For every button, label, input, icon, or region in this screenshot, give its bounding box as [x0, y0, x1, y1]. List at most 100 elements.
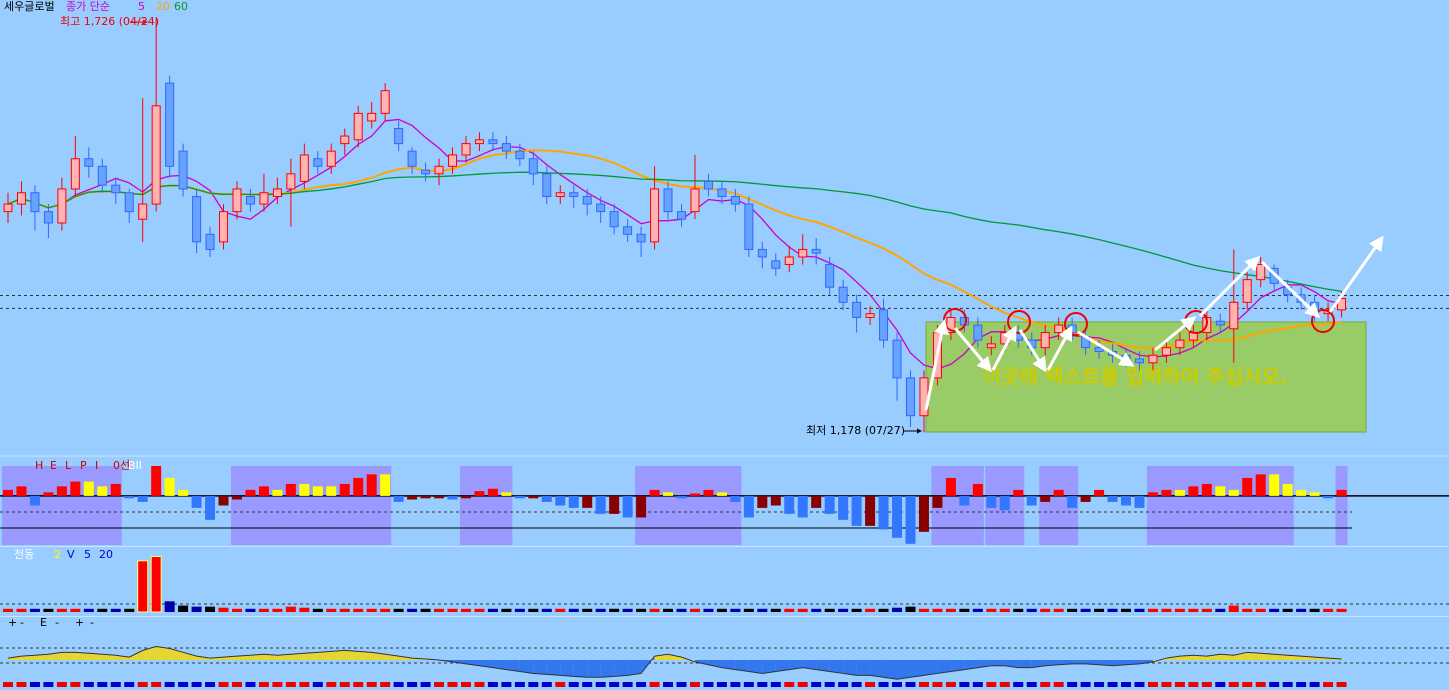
note-text: 이곳에 텍스트를 입력하여 주십시오. — [983, 365, 1288, 389]
candle-body — [353, 112, 363, 141]
indicator-bar — [622, 495, 633, 518]
candle-body — [232, 188, 242, 213]
ma-period: 20 — [156, 0, 170, 13]
candle-body — [407, 150, 417, 167]
osc-area — [1112, 660, 1127, 666]
candle-body — [259, 192, 269, 205]
indicator-bar — [434, 495, 445, 499]
signal-square — [312, 682, 323, 687]
signal-square — [164, 682, 175, 687]
candle-body — [717, 188, 727, 198]
osc-area — [34, 654, 49, 660]
signal-square — [609, 682, 620, 687]
indicator-bar — [1296, 489, 1307, 496]
osc-area — [304, 652, 318, 660]
signal-square — [245, 682, 256, 687]
signal-square — [1242, 682, 1253, 687]
volume-bar — [1336, 608, 1347, 612]
osc-area — [156, 646, 170, 660]
signal-square — [151, 682, 162, 687]
osc-line — [7, 646, 1342, 680]
indicator-bar — [878, 495, 889, 530]
signal-square — [797, 682, 808, 687]
signal-square — [770, 682, 781, 687]
volume-bar — [1215, 608, 1226, 612]
osc-area — [870, 660, 884, 678]
volume-bar — [999, 608, 1010, 612]
signal-square — [501, 682, 512, 687]
indicator-bar — [56, 486, 67, 496]
signal-square — [420, 682, 431, 687]
signal-square — [110, 682, 121, 687]
osc-area — [506, 660, 520, 672]
volume-bar — [191, 606, 202, 612]
indicator-bar — [16, 486, 27, 496]
candle-body — [596, 203, 606, 213]
signal-square — [1309, 682, 1320, 687]
signal-square — [1215, 682, 1226, 687]
osc-area — [735, 660, 749, 672]
indicator-bar — [582, 495, 593, 508]
indicator-bar — [986, 495, 997, 508]
indicator-bar — [339, 483, 350, 496]
volume-bar — [851, 608, 862, 612]
volume-bar — [460, 608, 471, 612]
volume-bar — [1107, 608, 1118, 612]
signal-square — [137, 682, 148, 687]
low-label: 최저 1,178 (07/27) — [806, 424, 905, 437]
candle-body — [111, 184, 121, 194]
indicator-bar — [312, 486, 323, 496]
indicator-bar — [258, 486, 269, 496]
panel-label: 0선 — [113, 459, 130, 472]
indicator-bar — [918, 495, 929, 532]
indicator-bar — [555, 495, 566, 506]
indicator-bar — [1161, 489, 1172, 496]
volume-bar — [528, 608, 539, 612]
candle-body — [313, 158, 323, 167]
signal-square — [353, 682, 364, 687]
indicator-bar — [663, 492, 674, 496]
signal-square — [972, 682, 983, 687]
osc-area — [883, 660, 898, 680]
candle-body — [286, 173, 296, 190]
signal-square — [56, 682, 67, 687]
volume-bar — [299, 607, 310, 612]
indicator-bar — [1147, 492, 1158, 496]
indicator-bar — [487, 488, 498, 496]
osc-area — [910, 660, 924, 678]
osc-area — [250, 654, 264, 660]
panel-label: 2 — [54, 548, 61, 561]
signal-square — [824, 682, 835, 687]
volume-bar — [29, 608, 40, 612]
volume-bar — [420, 608, 431, 612]
indicator-bar — [1188, 486, 1199, 496]
osc-area — [1072, 660, 1086, 664]
osc-area — [1247, 652, 1261, 660]
osc-area — [1045, 660, 1059, 666]
signal-square — [231, 682, 242, 687]
volume-bar — [1026, 608, 1037, 612]
osc-area — [897, 660, 911, 680]
candle-body — [905, 377, 915, 417]
candle-body — [70, 158, 80, 190]
indicator-bar — [1067, 495, 1078, 508]
signal-square — [70, 682, 81, 687]
indicator-bar — [730, 495, 741, 502]
signal-square — [299, 682, 310, 687]
candle-body — [744, 203, 754, 250]
indicator-bar — [514, 495, 525, 499]
signal-square — [1296, 682, 1307, 687]
candle-body — [326, 150, 336, 167]
candle-body — [1094, 347, 1104, 352]
volume-bar — [487, 608, 498, 612]
indicator-bar — [420, 495, 431, 499]
signal-square — [1026, 682, 1037, 687]
indicator-bar — [757, 495, 768, 508]
osc-area — [88, 653, 103, 660]
signal-square — [568, 682, 579, 687]
osc-area — [129, 650, 143, 660]
candle-body — [879, 309, 889, 341]
volume-bar — [501, 608, 512, 612]
